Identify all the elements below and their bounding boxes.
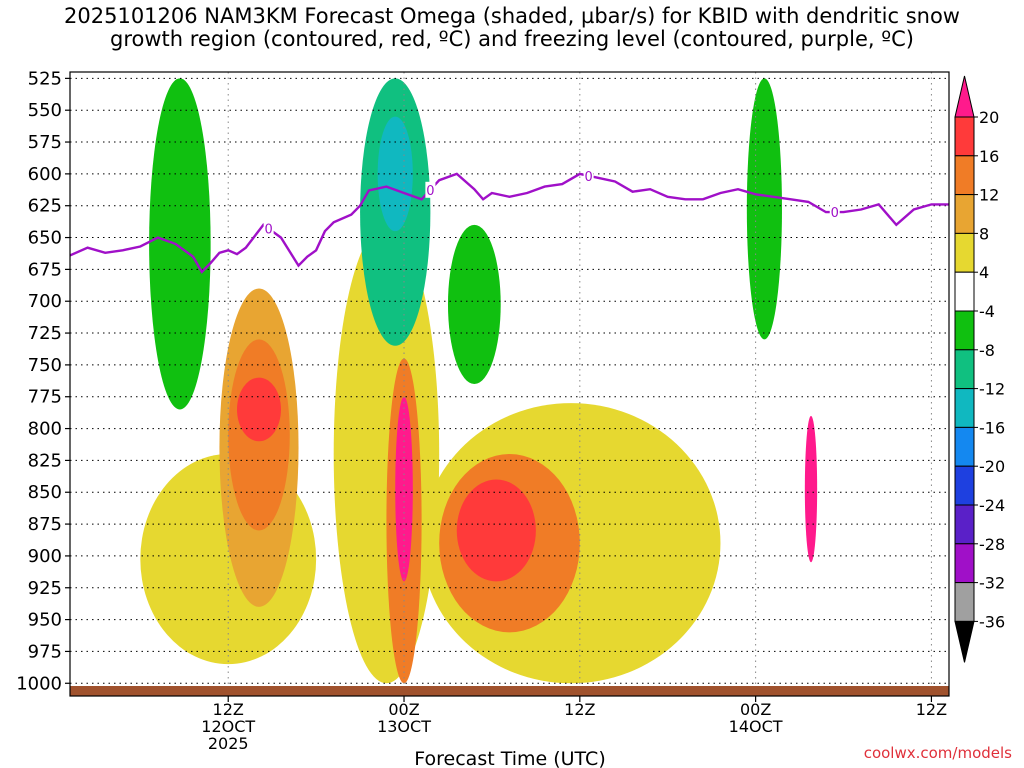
omega-region-sinking-15	[746, 78, 782, 340]
colorbar-swatch-8	[954, 388, 975, 428]
y-tick-label-1000: 1000	[16, 673, 62, 694]
omega-region-rising-10	[804, 415, 818, 563]
colorbar-swatch-3	[954, 194, 975, 234]
colorbar-label-8: -16	[979, 418, 1005, 437]
colorbar-swatch-13	[954, 582, 975, 622]
y-tick-label-850: 850	[28, 482, 62, 503]
y-axis: 525 550 575 600 625 650 675 700 725 750 775 800 825 8…	[16, 68, 70, 694]
y-tick-label-775: 775	[28, 387, 62, 408]
colorbar-swatch-7	[954, 349, 975, 390]
colorbar-bottom-arrow	[954, 620, 975, 663]
x-tick-label-22-2: 13OCT	[377, 717, 431, 736]
freezing-level-label-3: 0	[831, 206, 839, 221]
colorbar-swatch-5	[954, 271, 975, 312]
chart-title-line-2: growth region (contoured, red, ºC) and f…	[110, 27, 914, 51]
omega-region-rising-9	[456, 479, 536, 582]
colorbar-label-0: 20	[979, 108, 999, 127]
plot-frame	[69, 71, 950, 697]
y-tick-label-650: 650	[28, 228, 62, 249]
colorbar-top-arrow	[954, 75, 975, 118]
y-tick-label-625: 625	[28, 196, 62, 217]
y-tick-label-900: 900	[28, 546, 62, 567]
x-tick-label-12-1: 12Z	[213, 700, 244, 719]
x-tick-label-42-1: 00Z	[740, 700, 771, 719]
freezing-level-label-bg-2	[583, 167, 594, 184]
y-tick-label-750: 750	[28, 355, 62, 376]
colorbar-label-2: 12	[979, 186, 999, 205]
y-tick-label-725: 725	[28, 323, 62, 344]
grid-lines	[70, 72, 949, 696]
x-tick-label-12-2: 12OCT	[201, 717, 255, 736]
colorbar-label-5: -4	[979, 302, 995, 321]
x-axis-label: Forecast Time (UTC)	[414, 748, 605, 768]
x-tick-label-42-2: 14OCT	[729, 717, 783, 736]
y-tick-label-800: 800	[28, 419, 62, 440]
freezing-level-layer: 0 0 0 0	[70, 167, 949, 274]
colorbar-label-7: -12	[979, 380, 1005, 399]
y-tick-label-550: 550	[28, 100, 62, 121]
colorbar-swatch-4	[954, 232, 975, 273]
terrain-ground	[70, 686, 949, 696]
colorbar-legend: 20 16 12 8 4 -4 -8 -12 -16 -20 -24 -28 -32 -36	[954, 75, 1005, 663]
colorbar-swatch-9	[954, 426, 975, 467]
x-tick-label-52-1: 12Z	[916, 700, 947, 719]
omega-region-rising-6	[395, 396, 413, 582]
colorbar-label-12: -32	[979, 574, 1005, 593]
colorbar-label-6: -8	[979, 341, 995, 360]
y-tick-label-950: 950	[28, 610, 62, 631]
y-tick-label-925: 925	[28, 578, 62, 599]
freezing-level-label-bg-1	[425, 181, 436, 198]
x-tick-label-22-1: 00Z	[388, 700, 419, 719]
freezing-level-label-bg-0	[263, 220, 274, 237]
y-tick-label-975: 975	[28, 641, 62, 662]
colorbar-swatch-11	[954, 504, 975, 545]
freezing-level-line	[70, 172, 949, 274]
colorbar-label-9: -20	[979, 457, 1005, 476]
y-tick-label-575: 575	[28, 132, 62, 153]
y-tick-label-825: 825	[28, 450, 62, 471]
colorbar-label-1: 16	[979, 147, 999, 166]
y-tick-label-525: 525	[28, 68, 62, 89]
y-tick-label-700: 700	[28, 291, 62, 312]
freezing-level-label-1: 0	[426, 184, 434, 199]
chart-title-line-1: 2025101206 NAM3KM Forecast Omega (shaded…	[64, 4, 960, 28]
x-tick-label-32-1: 12Z	[564, 700, 595, 719]
colorbar-label-3: 8	[979, 224, 989, 243]
freezing-level-label-0: 0	[265, 223, 273, 238]
colorbar-swatch-2	[954, 155, 975, 196]
colorbar-swatch-12	[954, 543, 975, 584]
omega-region-sinking-14	[447, 224, 501, 384]
colorbar-label-13: -36	[979, 612, 1005, 631]
y-tick-label-675: 675	[28, 259, 62, 280]
source-credit: coolwx.com/models	[863, 744, 1012, 762]
omega-region-sinking-11	[149, 78, 211, 410]
colorbar-swatch-6	[954, 310, 975, 351]
colorbar-label-10: -24	[979, 496, 1005, 515]
colorbar-swatch-10	[954, 465, 975, 506]
omega-region-rising-3	[237, 377, 281, 442]
freezing-level-label-bg-3	[829, 204, 840, 221]
colorbar-swatch-1	[954, 116, 975, 157]
x-tick-label-12-3: 2025	[208, 734, 249, 753]
freezing-level-label-2: 0	[584, 170, 592, 185]
y-tick-label-600: 600	[28, 164, 62, 185]
colorbar-label-11: -28	[979, 535, 1005, 554]
colorbar-label-4: 4	[979, 263, 989, 282]
y-tick-label-875: 875	[28, 514, 62, 535]
omega-shading-layer	[140, 78, 818, 684]
